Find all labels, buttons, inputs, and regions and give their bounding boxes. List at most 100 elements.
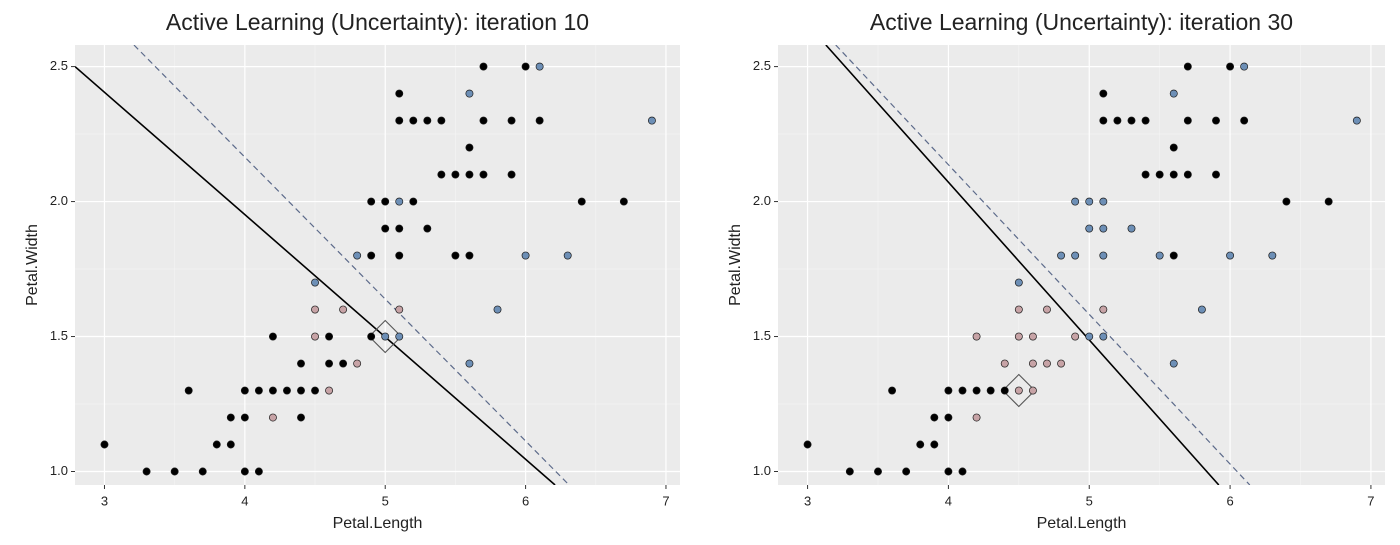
point	[381, 332, 390, 341]
point	[619, 197, 628, 206]
x-axis-label: Petal.Length	[333, 515, 423, 532]
point	[1085, 197, 1094, 206]
point	[1014, 305, 1023, 314]
point	[479, 62, 488, 71]
point	[423, 116, 432, 125]
point	[1099, 89, 1108, 98]
x-tick-label: 6	[1226, 493, 1233, 508]
point	[1268, 251, 1277, 260]
point	[577, 197, 586, 206]
x-tick-label: 4	[945, 493, 952, 508]
point	[367, 332, 376, 341]
point	[1226, 251, 1235, 260]
point	[184, 386, 193, 395]
point	[465, 143, 474, 152]
point	[647, 116, 656, 125]
query-marker	[1002, 373, 1036, 408]
y-tick-label: 2.5	[50, 58, 68, 73]
point	[958, 467, 967, 476]
boundary-line	[825, 45, 1220, 485]
point	[226, 413, 235, 422]
y-tick-label: 1.5	[753, 328, 771, 343]
point	[1240, 62, 1249, 71]
point	[563, 251, 572, 260]
point	[170, 467, 179, 476]
x-tick-label: 3	[101, 493, 108, 508]
query-marker	[368, 319, 402, 354]
point	[972, 413, 981, 422]
y-tick-label: 2.0	[50, 193, 68, 208]
point	[395, 332, 404, 341]
point	[1099, 224, 1108, 233]
y-tick-label: 1.5	[50, 328, 68, 343]
point	[521, 251, 530, 260]
point	[409, 116, 418, 125]
plot-area	[803, 45, 1361, 485]
point	[1014, 278, 1023, 287]
point	[1000, 386, 1009, 395]
point	[395, 116, 404, 125]
point	[1240, 116, 1249, 125]
point	[1071, 197, 1080, 206]
y-axis-label: Petal.Width	[727, 224, 744, 306]
point	[1099, 305, 1108, 314]
point	[986, 386, 995, 395]
point	[1071, 332, 1080, 341]
point	[339, 359, 348, 368]
point	[240, 467, 249, 476]
y-tick-label: 1.0	[753, 463, 771, 478]
x-tick-label: 5	[382, 493, 389, 508]
point	[1099, 251, 1108, 260]
point	[1169, 170, 1178, 179]
chart-title: Active Learning (Uncertainty): iteration…	[870, 9, 1293, 35]
point	[1099, 116, 1108, 125]
point	[465, 170, 474, 179]
y-tick-label: 2.5	[753, 58, 771, 73]
point	[930, 440, 939, 449]
point	[535, 62, 544, 71]
point	[1057, 359, 1066, 368]
y-tick-label: 1.0	[50, 463, 68, 478]
point	[254, 386, 263, 395]
point	[1071, 251, 1080, 260]
point	[1127, 116, 1136, 125]
point	[944, 467, 953, 476]
point	[297, 386, 305, 395]
point	[311, 305, 319, 314]
boundary-line	[75, 65, 556, 485]
point	[1183, 62, 1192, 71]
point	[845, 467, 854, 476]
point	[1197, 305, 1206, 314]
point	[1085, 332, 1094, 341]
point	[311, 332, 319, 341]
point	[1169, 359, 1178, 368]
point	[395, 224, 404, 233]
point	[283, 386, 291, 395]
point	[902, 467, 911, 476]
point	[268, 413, 277, 422]
point	[1099, 197, 1108, 206]
point	[1127, 224, 1136, 233]
point	[268, 386, 277, 395]
point	[1014, 332, 1023, 341]
plot-background	[75, 45, 680, 485]
point	[1043, 305, 1051, 314]
point	[1155, 170, 1164, 179]
point	[240, 386, 249, 395]
point	[240, 413, 249, 422]
point	[142, 467, 151, 476]
point	[1324, 197, 1333, 206]
point	[1183, 116, 1192, 125]
point	[339, 305, 348, 314]
point	[198, 467, 207, 476]
point	[507, 170, 516, 179]
point	[1282, 197, 1291, 206]
x-tick-label: 6	[522, 493, 529, 508]
point	[1085, 224, 1094, 233]
point	[297, 359, 305, 368]
point	[395, 305, 404, 314]
point	[930, 413, 939, 422]
point	[212, 440, 221, 449]
point	[1113, 116, 1122, 125]
